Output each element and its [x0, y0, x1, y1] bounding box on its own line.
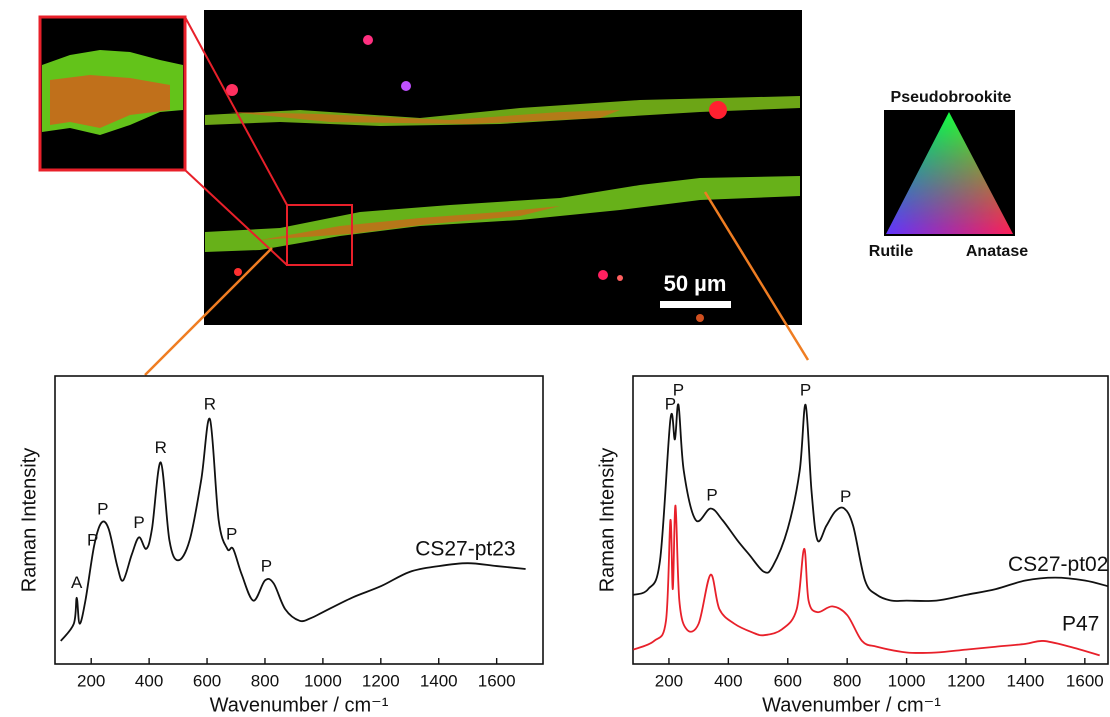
peak-label: P — [665, 395, 676, 414]
peak-label: R — [204, 395, 216, 414]
x-tick-label: 1600 — [478, 671, 516, 690]
peak-label: P — [133, 513, 144, 532]
y-axis-label: Raman Intensity — [18, 448, 40, 593]
x-axis-label: Wavenumber / cm⁻¹ — [210, 694, 389, 716]
scale-bar-label: 50 µm — [664, 271, 727, 296]
x-tick-label: 1400 — [420, 671, 458, 690]
spectrum-line — [632, 504, 1100, 657]
peak-label: A — [71, 573, 83, 592]
plot-frame — [54, 375, 544, 665]
connector — [144, 247, 273, 376]
x-tick-label: 1200 — [947, 671, 985, 690]
scale-bar — [660, 301, 731, 308]
spectrum-line — [60, 417, 526, 642]
peak-label: R — [155, 438, 167, 457]
x-tick-label: 200 — [77, 671, 105, 690]
x-tick-label: 1000 — [304, 671, 342, 690]
x-tick-label: 1400 — [1007, 671, 1045, 690]
spectrum-line — [632, 403, 1109, 602]
raman-map: 50 µm — [204, 10, 802, 325]
peak-label: P — [706, 485, 717, 504]
spectrum-chart: 200 400 600 800 1000 1200 1400 1600 Wavenumber /… — [596, 375, 1109, 716]
peak-label: P — [673, 380, 684, 399]
x-tick-label: 800 — [833, 671, 861, 690]
peak-label: P — [87, 531, 98, 550]
x-tick-label: 400 — [135, 671, 163, 690]
x-axis-label: Wavenumber / cm⁻¹ — [762, 694, 941, 716]
legend-label: Rutile — [869, 243, 914, 260]
x-tick-label: 1200 — [362, 671, 400, 690]
peak-label: P — [261, 556, 272, 575]
ternary-legend: Pseudobrookite Rutile Anatase — [869, 89, 1028, 260]
x-tick-label: 200 — [655, 671, 683, 690]
series-label: P47 — [1062, 613, 1099, 636]
x-tick-label: 400 — [714, 671, 742, 690]
y-axis-label: Raman Intensity — [596, 448, 618, 593]
x-tick-label: 600 — [193, 671, 221, 690]
peak-label: P — [800, 380, 811, 399]
legend-label: Anatase — [966, 243, 1028, 260]
peak-label: P — [97, 500, 108, 519]
map-inset — [38, 15, 288, 266]
x-tick-label: 1000 — [888, 671, 926, 690]
legend-label: Pseudobrookite — [891, 89, 1012, 106]
connector — [703, 191, 810, 361]
x-tick-label: 600 — [774, 671, 802, 690]
x-tick-label: 800 — [251, 671, 279, 690]
series-label: CS27-pt02 — [1008, 553, 1108, 576]
spectrum-chart: 200 400 600 800 1000 1200 1400 1600 Wavenumber /… — [18, 375, 544, 716]
peak-label: P — [226, 524, 237, 543]
x-tick-label: 1600 — [1066, 671, 1104, 690]
peak-label: P — [840, 487, 851, 506]
series-label: CS27-pt23 — [415, 538, 515, 561]
plot-frame — [632, 375, 1109, 665]
